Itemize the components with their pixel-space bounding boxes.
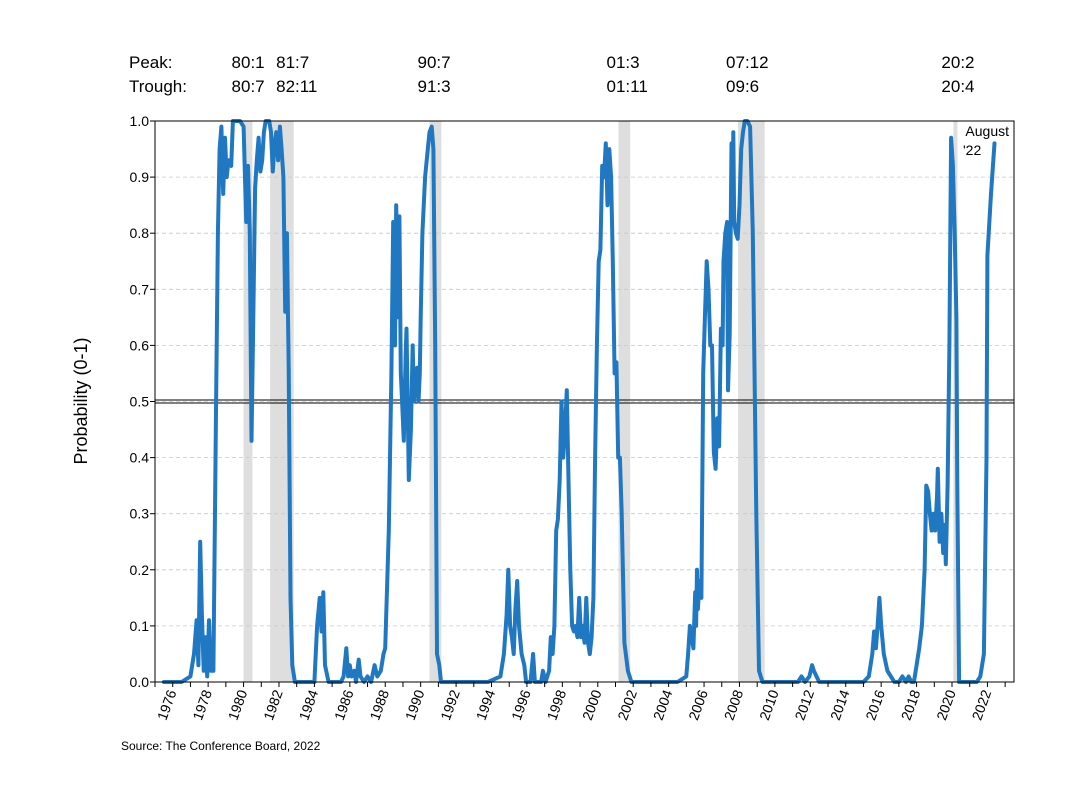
x-tick-label: 1996 — [508, 687, 534, 722]
gridlines — [155, 176, 1014, 627]
y-tick-label: 0.9 — [130, 169, 150, 185]
peak-date: 80:1 — [232, 53, 265, 72]
y-tick-label: 0.0 — [130, 674, 150, 690]
x-tick-label: 2022 — [969, 687, 995, 722]
y-tick-label: 0.8 — [130, 225, 150, 241]
x-tick-label: 2006 — [685, 687, 711, 722]
y-tick-label: 0.7 — [130, 281, 150, 297]
x-tick-label: 2016 — [862, 687, 888, 722]
y-tick-label: 0.4 — [130, 450, 150, 466]
series-line — [161, 119, 997, 684]
peak-date: 01:3 — [607, 53, 640, 72]
x-tick-label: 2014 — [827, 687, 853, 722]
x-axis-ticks: 1976 1978 1980 1982 1984 1986 1988 1990 1992 1994… — [154, 682, 1006, 722]
series-lines — [161, 119, 997, 684]
trough-date: 80:7 — [232, 77, 265, 96]
peak-date: 07:12 — [726, 53, 769, 72]
trough-date: 09:6 — [726, 77, 759, 96]
x-tick-label: 2018 — [898, 687, 924, 722]
trough-date: 01:11 — [607, 77, 648, 96]
peak-label: Peak: — [129, 53, 172, 72]
x-tick-label: 2000 — [579, 687, 605, 722]
trough-label: Trough: — [129, 77, 187, 96]
recession-dates-header: Peak: Trough: 80:1 80:7 81:7 82:11 90:7 91:3 0… — [129, 53, 975, 96]
peak-date: 20:2 — [941, 53, 974, 72]
x-tick-label: 1980 — [225, 687, 251, 722]
threshold-line — [155, 399, 1014, 404]
trough-date: 20:4 — [941, 77, 974, 96]
x-tick-label: 1994 — [473, 687, 499, 722]
y-axis-ticks: 0.0 0.1 0.2 0.3 0.4 0.5 0.6 0.7 0.8 0.9 1.0 — [130, 113, 155, 690]
x-tick-label: 2008 — [721, 687, 747, 722]
x-tick-label: 1984 — [296, 687, 322, 722]
x-tick-label: 1978 — [189, 687, 215, 722]
x-tick-label: 1988 — [366, 687, 392, 722]
x-tick-label: 1986 — [331, 687, 357, 722]
x-tick-label: 1992 — [437, 687, 463, 722]
peak-date: 90:7 — [418, 53, 451, 72]
x-tick-label: 2004 — [650, 687, 676, 722]
trough-date: 91:3 — [418, 77, 451, 96]
y-tick-label: 0.1 — [130, 618, 150, 634]
y-tick-label: 1.0 — [130, 113, 150, 129]
x-tick-label: 2010 — [756, 687, 782, 722]
x-tick-label: 1982 — [260, 687, 286, 722]
y-tick-label: 0.5 — [130, 394, 150, 410]
annotation-year: '22 — [963, 142, 981, 158]
source-note: Source: The Conference Board, 2022 — [121, 739, 321, 753]
x-tick-label: 2012 — [791, 687, 817, 722]
annotation-month: August — [965, 123, 1009, 139]
y-tick-label: 0.2 — [130, 562, 150, 578]
x-tick-label: 1990 — [402, 687, 428, 722]
x-tick-label: 2020 — [933, 687, 959, 722]
y-axis-label: Probability (0-1) — [71, 337, 91, 464]
y-tick-label: 0.3 — [130, 506, 150, 522]
x-tick-label: 2002 — [614, 687, 640, 722]
y-tick-label: 0.6 — [130, 337, 150, 353]
peak-date: 81:7 — [276, 53, 309, 72]
trough-date: 82:11 — [276, 77, 317, 96]
x-tick-label: 1998 — [543, 687, 569, 722]
x-tick-label: 1976 — [154, 687, 180, 722]
